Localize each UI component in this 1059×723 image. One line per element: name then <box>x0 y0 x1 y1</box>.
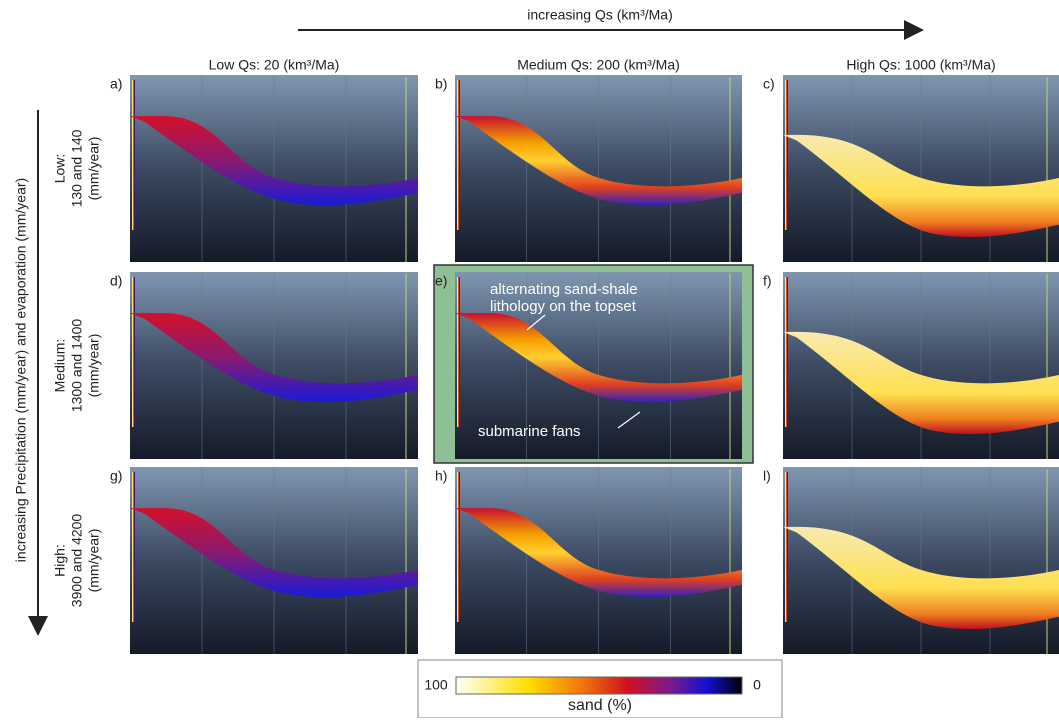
colorbar-min: 0 <box>753 677 761 693</box>
panel-scale <box>457 472 460 622</box>
top-axis-label: increasing Qs (km³/Ma) <box>527 7 672 23</box>
panel-letter: h) <box>435 468 447 484</box>
panel-scale <box>785 80 788 230</box>
panel-letter: e) <box>435 273 447 289</box>
side-axis-label: increasing Precipitation (mm/year) and e… <box>13 178 29 562</box>
annotation: submarine fans <box>478 423 581 440</box>
annotation-arrow <box>617 411 641 429</box>
panel-scale <box>132 277 135 427</box>
row-label: High: <box>52 544 68 577</box>
sediment-wedge <box>455 508 742 598</box>
panel-scale <box>132 80 135 230</box>
row-label: 1300 and 1400 <box>69 319 85 413</box>
row-label: (mm/year) <box>86 334 102 398</box>
colorbar-max: 100 <box>424 677 448 693</box>
sediment-wedge <box>130 116 418 206</box>
panel-scale <box>132 472 135 622</box>
row-label: 130 and 140 <box>69 129 85 207</box>
panel-scale <box>457 277 460 427</box>
sediment-wedge <box>130 508 418 598</box>
annotation: lithology on the topset <box>490 298 637 315</box>
panel-scale <box>785 277 788 427</box>
panel-letter: f) <box>763 273 772 289</box>
column-title: Low Qs: 20 (km³/Ma) <box>209 57 340 73</box>
panel-scale <box>785 472 788 622</box>
panel-letter: c) <box>763 76 775 92</box>
sediment-wedge <box>130 313 418 403</box>
annotation-arrow <box>526 314 546 331</box>
sediment-wedge <box>455 116 742 206</box>
row-label: Low: <box>52 154 68 184</box>
column-title: High Qs: 1000 (km³/Ma) <box>846 57 995 73</box>
sediment-wedge <box>783 331 1059 435</box>
panel-scale <box>457 80 460 230</box>
column-title: Medium Qs: 200 (km³/Ma) <box>517 57 680 73</box>
colorbar <box>455 676 743 695</box>
row-label: Medium: <box>52 339 68 393</box>
panel-letter: d) <box>110 273 122 289</box>
panel-letter: a) <box>110 76 122 92</box>
panel-letter: g) <box>110 468 122 484</box>
row-label: 3900 and 4200 <box>69 514 85 608</box>
panel-letter: b) <box>435 76 447 92</box>
sediment-wedge <box>783 134 1059 238</box>
annotation: alternating sand-shale <box>490 281 638 298</box>
panel-letter: l) <box>763 468 771 484</box>
row-label: (mm/year) <box>86 137 102 201</box>
colorbar-title: sand (%) <box>568 697 632 714</box>
sediment-wedge <box>455 313 742 403</box>
row-label: (mm/year) <box>86 529 102 593</box>
sediment-wedge <box>783 526 1059 630</box>
